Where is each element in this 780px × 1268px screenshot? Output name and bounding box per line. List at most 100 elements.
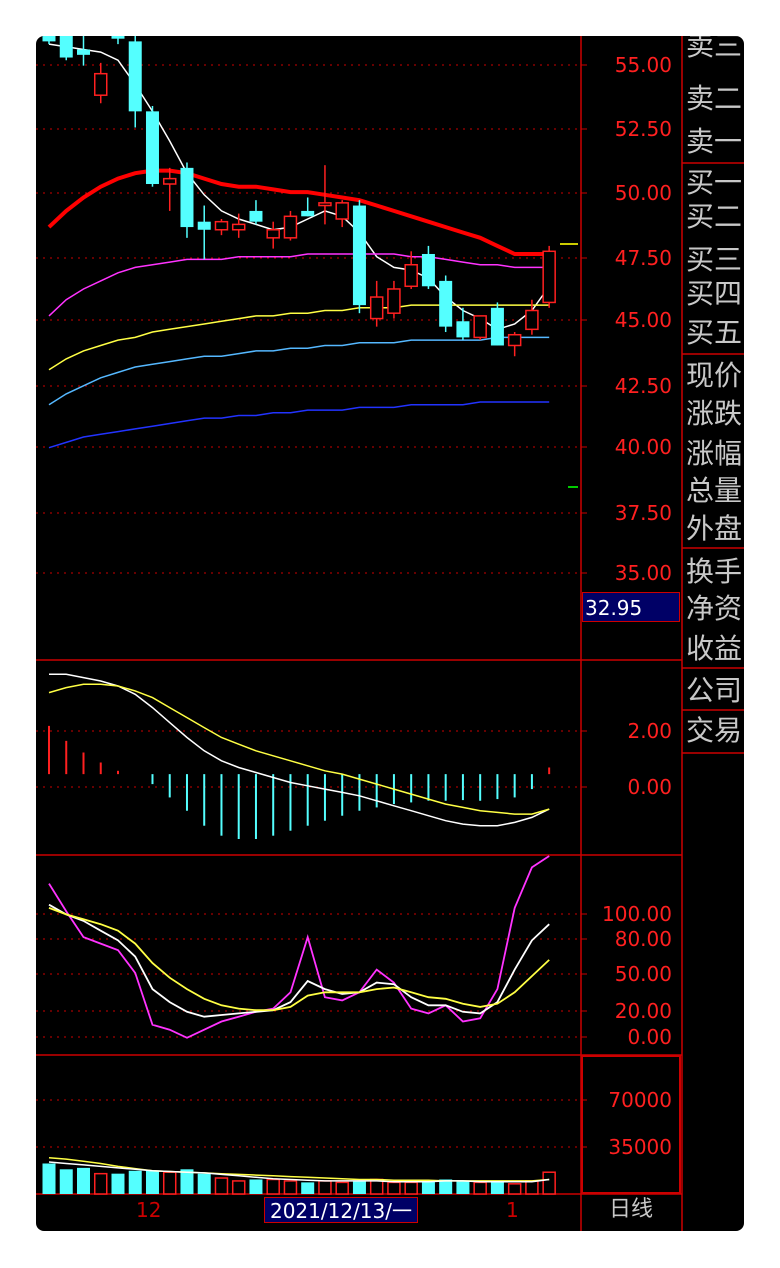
candle-body-up bbox=[318, 202, 332, 207]
side-label-earnings: 收益 bbox=[686, 633, 743, 664]
candle-body-up bbox=[507, 333, 522, 347]
candle-body-up bbox=[404, 263, 418, 288]
macd-y-tick-label: 2.00 bbox=[627, 719, 672, 743]
side-label-trade[interactable]: 交易 bbox=[686, 715, 743, 746]
price-y-tick-label: 40.00 bbox=[615, 435, 672, 459]
side-label-turnover: 换手 bbox=[686, 556, 743, 587]
candle-body-down bbox=[42, 36, 56, 42]
volume-bar-down bbox=[197, 1173, 211, 1194]
side-label-buy-3: 买三 bbox=[686, 244, 743, 275]
price-y-tick-label: 42.50 bbox=[615, 374, 672, 398]
side-label-sell-2: 卖二 bbox=[686, 83, 743, 114]
volume-axis-box bbox=[581, 1055, 681, 1194]
volume-bar-down bbox=[439, 1179, 453, 1194]
volume-bar-down bbox=[301, 1182, 315, 1194]
candle-body-down bbox=[421, 253, 435, 287]
current-price-readout: 32.95 bbox=[582, 592, 680, 622]
price-y-tick-label: 52.50 bbox=[615, 117, 672, 141]
macd-y-tick-label: 0.00 bbox=[627, 775, 672, 799]
chart-canvas[interactable]: 55.00 52.50 50.00 47.50 45.00 42.50 40.00 37.50… bbox=[36, 36, 744, 1231]
price-y-tick-label: 50.00 bbox=[615, 181, 672, 205]
price-marker-yellow bbox=[560, 243, 578, 245]
kdj-line-0 bbox=[48, 855, 550, 1039]
price-ma-line-0 bbox=[48, 43, 550, 331]
price-marker-green bbox=[568, 486, 578, 488]
side-label-buy-5: 买五 bbox=[686, 317, 743, 348]
volume-bar-up bbox=[525, 1180, 539, 1195]
volume-bar-up bbox=[318, 1180, 332, 1195]
volume-bar-down bbox=[421, 1180, 435, 1194]
candle-body-down bbox=[249, 210, 263, 222]
candle-body-down bbox=[301, 210, 315, 217]
candle-body-up bbox=[266, 229, 280, 239]
price-ma-line-2 bbox=[48, 253, 550, 317]
volume-ma-line-1 bbox=[48, 1161, 550, 1183]
kdj-line-2 bbox=[48, 907, 550, 1012]
volume-bar-up bbox=[214, 1177, 229, 1195]
kdj-y-tick-label: 100.00 bbox=[602, 902, 672, 926]
volume-bar-down bbox=[59, 1169, 73, 1194]
x-tick-label-12: 12 bbox=[136, 1198, 162, 1222]
volume-bar-down bbox=[352, 1180, 366, 1194]
candle-body-down bbox=[352, 205, 366, 306]
volume-bar-up bbox=[473, 1181, 487, 1195]
volume-bar-down bbox=[249, 1179, 263, 1194]
price-ma-line-3 bbox=[48, 304, 550, 371]
volume-bar-up bbox=[542, 1171, 556, 1195]
volume-bar-up bbox=[266, 1178, 280, 1195]
price-y-tick-label: 45.00 bbox=[615, 308, 672, 332]
price-y-tick-label: 55.00 bbox=[615, 53, 672, 77]
candle-body-up bbox=[335, 202, 349, 220]
volume-bar-up bbox=[162, 1171, 177, 1195]
candle-body-down bbox=[439, 280, 453, 327]
kdj-line-1 bbox=[48, 903, 550, 1018]
period-selector[interactable]: 日线 bbox=[608, 1197, 653, 1222]
volume-y-tick-label: 70000 bbox=[608, 1088, 672, 1112]
cursor-date-readout: 2021/12/13/一 bbox=[264, 1197, 418, 1223]
volume-bar-up bbox=[231, 1180, 246, 1195]
volume-bar-up bbox=[507, 1183, 522, 1195]
kdj-y-tick-label: 50.00 bbox=[615, 962, 672, 986]
candle-body-down bbox=[197, 221, 211, 230]
candle-body-down bbox=[128, 41, 142, 112]
candle-body-up bbox=[473, 315, 487, 339]
volume-bar-up bbox=[387, 1181, 401, 1195]
candle-body-down bbox=[490, 307, 504, 346]
kdj-y-tick-label: 80.00 bbox=[615, 927, 672, 951]
candle-body-down bbox=[456, 321, 470, 338]
candle-body-down bbox=[59, 36, 73, 58]
macd-line-1 bbox=[48, 683, 550, 815]
candle-body-up bbox=[283, 215, 298, 239]
side-label-outer: 外盘 bbox=[686, 513, 743, 544]
price-ma-line-5 bbox=[48, 401, 550, 449]
volume-bar-down bbox=[42, 1163, 56, 1194]
side-label-sell-1: 卖一 bbox=[686, 126, 743, 157]
side-label-buy-1: 买一 bbox=[686, 167, 743, 198]
candle-body-up bbox=[525, 309, 539, 331]
candle-body-up bbox=[387, 288, 401, 314]
stock-chart-window: 55.00 52.50 50.00 47.50 45.00 42.50 40.00 37.50… bbox=[36, 36, 744, 1231]
volume-bar-down bbox=[145, 1170, 159, 1194]
side-label-buy-2: 买二 bbox=[686, 201, 743, 232]
candle-body-down bbox=[180, 167, 194, 228]
price-y-tick-label: 47.50 bbox=[615, 246, 672, 270]
side-label-change-pct: 涨幅 bbox=[686, 438, 743, 469]
candle-body-down bbox=[76, 49, 90, 55]
candle-body-down bbox=[111, 36, 125, 39]
volume-bar-down bbox=[180, 1169, 194, 1194]
kdj-y-tick-label: 0.00 bbox=[627, 1025, 672, 1049]
candle-body-up bbox=[162, 177, 177, 185]
volume-bar-up bbox=[93, 1172, 108, 1195]
volume-y-tick-label: 35000 bbox=[608, 1135, 672, 1159]
side-label-change: 涨跌 bbox=[686, 398, 743, 429]
price-y-tick-label: 37.50 bbox=[615, 501, 672, 525]
side-label-company[interactable]: 公司 bbox=[686, 675, 743, 706]
candle-body-up bbox=[542, 250, 556, 304]
side-label-price: 现价 bbox=[686, 360, 743, 391]
x-tick-label-1: 1 bbox=[506, 1198, 519, 1222]
candle-body-up bbox=[231, 223, 246, 231]
macd-line-0 bbox=[49, 673, 550, 827]
volume-bar-down bbox=[456, 1180, 470, 1194]
price-y-tick-label: 35.00 bbox=[615, 561, 672, 585]
side-label-sell-3: 卖三 bbox=[686, 36, 743, 61]
